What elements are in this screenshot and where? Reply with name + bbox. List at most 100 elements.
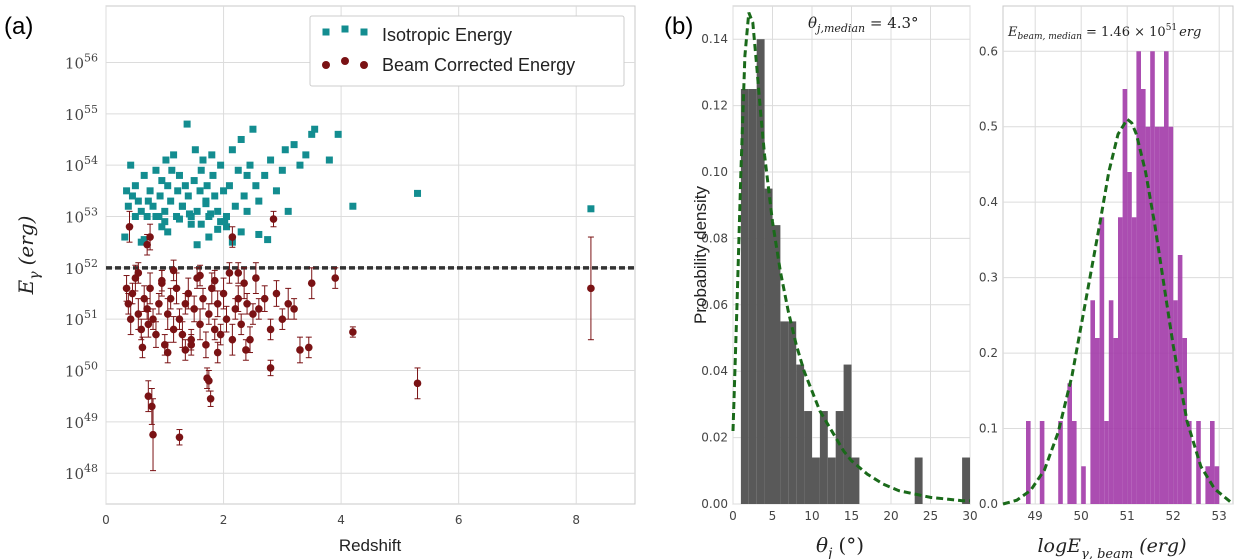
energy-median-annotation: Ebeam, median = 1.46 × 1051 erg bbox=[1007, 23, 1201, 42]
scatter-x-tick-label: 8 bbox=[572, 513, 580, 527]
energy-histogram-bar bbox=[1131, 217, 1137, 505]
panel-label-a: (a) bbox=[4, 13, 33, 40]
isotropic-point bbox=[199, 156, 207, 164]
isotropic-point bbox=[237, 135, 245, 143]
theta-xlabel-main: θ bbox=[816, 533, 828, 557]
beam-point bbox=[216, 330, 225, 339]
energy-x-tick-label: 53 bbox=[1212, 509, 1227, 523]
theta-histogram-bar bbox=[788, 321, 797, 504]
isotropic-point bbox=[203, 182, 211, 190]
beam-point bbox=[172, 284, 181, 293]
theta-x-tick-label: 20 bbox=[883, 509, 898, 523]
energy-x-tick-label: 52 bbox=[1166, 509, 1181, 523]
legend-beam-label: Beam Corrected Energy bbox=[382, 55, 575, 75]
isotropic-point bbox=[302, 151, 310, 159]
theta-median-annotation: θj,median = 4.3° bbox=[808, 14, 919, 35]
legend-square-marker bbox=[322, 28, 330, 36]
beam-point bbox=[202, 341, 210, 349]
y-label-main: E bbox=[14, 279, 38, 295]
theta-x-tick-label: 5 bbox=[769, 509, 777, 523]
legend-beam-marker bbox=[322, 57, 368, 69]
isotropic-point bbox=[228, 146, 236, 154]
energy-histogram-bar bbox=[1095, 338, 1100, 504]
isotropic-point bbox=[164, 228, 172, 236]
isotropic-point bbox=[158, 177, 166, 185]
scatter-y-tick-label: 1054 bbox=[65, 154, 98, 175]
theta-x-axis-label: θj (°) bbox=[816, 533, 864, 559]
beam-point bbox=[210, 325, 219, 334]
energy-histogram-bar bbox=[1108, 300, 1114, 504]
scatter-legend: Isotropic Energy Beam Corrected Energy bbox=[309, 15, 625, 87]
legend-isotropic-label: Isotropic Energy bbox=[382, 25, 512, 45]
beam-point bbox=[284, 299, 293, 308]
scatter-y-tick-label: 1049 bbox=[65, 411, 98, 432]
isotropic-point bbox=[167, 197, 175, 205]
isotropic-point bbox=[124, 202, 132, 210]
beam-point bbox=[144, 320, 153, 329]
scatter-x-ticks: 0 2 4 6 8 bbox=[102, 513, 580, 527]
beam-point bbox=[222, 315, 231, 323]
theta-x-tick-label: 15 bbox=[844, 509, 859, 523]
isotropic-point bbox=[202, 200, 210, 208]
isotropic-point bbox=[349, 202, 357, 210]
energy-histogram-bar bbox=[1072, 421, 1077, 504]
energy-histogram-bar bbox=[1118, 217, 1123, 505]
isotropic-point bbox=[164, 182, 172, 190]
beam-point bbox=[234, 294, 243, 303]
beam-point bbox=[242, 346, 250, 354]
energy-x-tick-label: 51 bbox=[1120, 509, 1135, 523]
beam-point bbox=[213, 348, 222, 357]
isotropic-point bbox=[221, 218, 229, 226]
energy-bars bbox=[1026, 51, 1220, 505]
theta-histogram-bar bbox=[914, 457, 923, 504]
energy-fit-line bbox=[1002, 116, 1234, 506]
isotropic-point bbox=[264, 236, 272, 244]
isotropic-point bbox=[243, 207, 251, 215]
energy-y-ticks: 0.0 0.1 0.2 0.3 0.4 0.5 0.6 bbox=[979, 44, 998, 511]
energy-x-tick-label: 50 bbox=[1074, 509, 1089, 523]
isotropic-point bbox=[222, 223, 230, 231]
beam-point bbox=[152, 330, 160, 339]
energy-histogram-bar bbox=[1154, 126, 1160, 505]
isotropic-point bbox=[211, 192, 219, 200]
y-label-unit: (erg) bbox=[14, 216, 38, 266]
theta-histogram-bar bbox=[835, 411, 844, 504]
energy-histogram-bar bbox=[1039, 421, 1045, 504]
energy-histogram-bar bbox=[1164, 51, 1169, 504]
isotropic-point bbox=[587, 205, 595, 213]
isotropic-point bbox=[311, 125, 319, 133]
beam-point bbox=[252, 274, 260, 282]
beam-point bbox=[205, 376, 213, 385]
isotropic-point bbox=[131, 182, 139, 190]
isotropic-point bbox=[149, 202, 157, 210]
isotropic-point bbox=[193, 241, 201, 249]
beam-point bbox=[213, 299, 222, 308]
scatter-x-tick-label: 4 bbox=[337, 513, 345, 527]
isotropic-point bbox=[197, 220, 205, 228]
isotropic-point bbox=[162, 156, 170, 164]
legend-box bbox=[309, 15, 625, 87]
energy-x-axis-label: logEγ, beam (erg) bbox=[1037, 535, 1186, 559]
beam-point bbox=[163, 310, 172, 318]
isotropic-point bbox=[217, 161, 225, 169]
energy-histogram-bar bbox=[1113, 338, 1118, 504]
scatter-y-axis-label: Eγ (erg) bbox=[14, 216, 43, 296]
energy-histogram-bar bbox=[1104, 421, 1109, 504]
beam-point bbox=[134, 269, 143, 277]
theta-xlabel-unit: (°) bbox=[838, 533, 864, 557]
scatter-x-tick-label: 2 bbox=[220, 513, 228, 527]
beam-point bbox=[206, 394, 215, 403]
theta-histogram-bar bbox=[819, 411, 828, 504]
beam-point bbox=[296, 346, 304, 354]
theta-histogram-bar bbox=[843, 364, 852, 504]
scatter-x-tick-label: 6 bbox=[455, 513, 463, 527]
theta-y-tick-label: 0.14 bbox=[701, 32, 728, 46]
theta-histogram-bar bbox=[740, 89, 749, 504]
energy-fit-curve bbox=[1002, 116, 1234, 506]
beam-series bbox=[122, 210, 595, 472]
beam-point bbox=[231, 305, 240, 313]
isotropic-point bbox=[207, 210, 215, 218]
energy-histogram-bar bbox=[1090, 300, 1095, 504]
